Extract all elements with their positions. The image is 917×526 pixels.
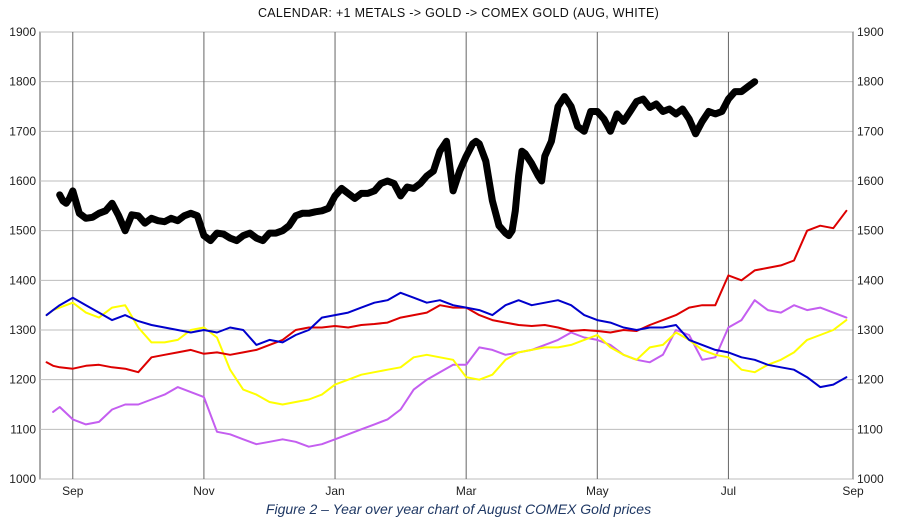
series-line-yellow (45, 301, 848, 406)
y-tick-label-right: 1500 (857, 224, 884, 238)
y-tick-label-right: 1400 (857, 273, 884, 287)
x-tick-label: Sep (842, 484, 864, 498)
y-tick-label-left: 1300 (9, 323, 36, 337)
y-tick-label-right: 1200 (857, 373, 884, 387)
y-tick-label-right: 1700 (857, 124, 884, 138)
grid-layer (39, 31, 854, 480)
y-tick-label-left: 1000 (9, 472, 36, 486)
y-tick-label-left: 1100 (10, 422, 36, 436)
x-tick-label: Nov (193, 484, 214, 498)
y-tick-label-right: 1300 (857, 323, 884, 337)
x-tick-label: Jul (721, 484, 736, 498)
y-tick-label-right: 1900 (857, 25, 884, 39)
x-tick-label: Jan (325, 484, 344, 498)
series-line-violet (52, 299, 848, 448)
x-tick-label: Sep (62, 484, 84, 498)
series-line-blue (45, 291, 848, 389)
y-tick-label-left: 1600 (9, 174, 36, 188)
y-tick-label-right: 1000 (857, 472, 884, 486)
chart-title: CALENDAR: +1 METALS -> GOLD -> COMEX GOL… (257, 6, 660, 20)
y-tick-label-left: 1700 (9, 124, 36, 138)
y-tick-label-left: 1800 (9, 75, 36, 89)
figure-caption: Figure 2 – Year over year chart of Augus… (265, 501, 652, 517)
y-tick-label-left: 1400 (9, 273, 36, 287)
line-chart: 1000 1000 1100 1100 1200 1200 1300 1300 1400 1400… (9, 25, 884, 498)
x-tick-label: Mar (456, 484, 477, 498)
axis-layer: 1000 1000 1100 1100 1200 1200 1300 1300 1400 1400… (9, 25, 884, 498)
series-line-white (56, 78, 759, 245)
y-tick-label-right: 1800 (857, 75, 884, 89)
x-tick-label: May (586, 484, 609, 498)
y-tick-label-right: 1600 (857, 174, 884, 188)
series-layer (45, 78, 848, 448)
y-tick-label-right: 1100 (857, 422, 883, 436)
series-line-red (45, 209, 848, 374)
y-tick-label-left: 1500 (9, 224, 36, 238)
y-tick-label-left: 1900 (9, 25, 36, 39)
y-tick-label-left: 1200 (9, 373, 36, 387)
